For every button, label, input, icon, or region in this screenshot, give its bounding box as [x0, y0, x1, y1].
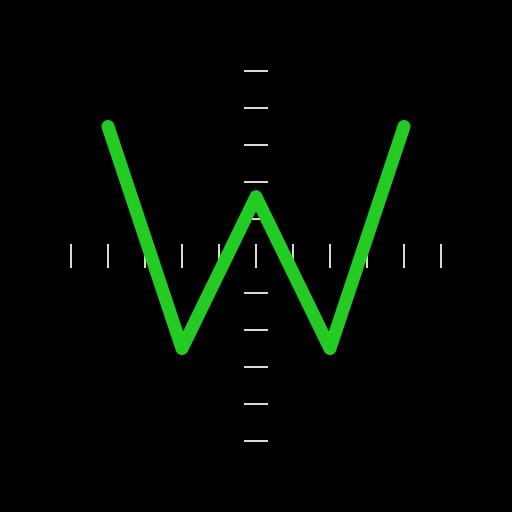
- series-layer: [101, 120, 411, 355]
- series-line: [101, 120, 411, 355]
